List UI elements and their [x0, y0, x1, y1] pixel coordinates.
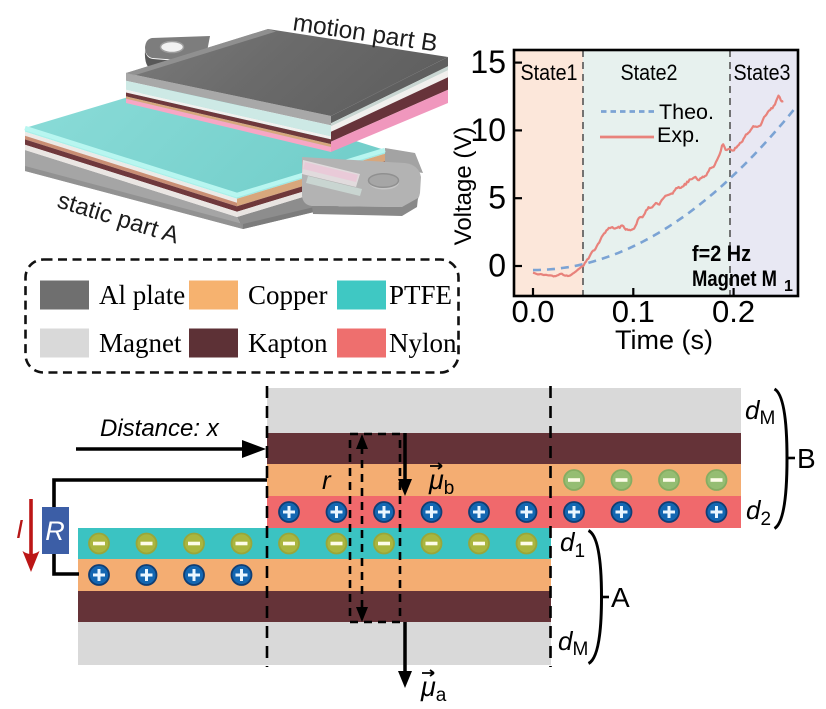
svg-text:1: 1 — [784, 278, 793, 295]
svg-text:d2: d2 — [746, 495, 771, 530]
svg-text:State3: State3 — [734, 60, 791, 85]
svg-text:dM: dM — [745, 395, 775, 429]
svg-text:dM: dM — [558, 626, 588, 660]
svg-text:B: B — [797, 443, 816, 474]
svg-text:Theo.: Theo. — [659, 100, 714, 124]
svg-text:5: 5 — [488, 180, 506, 216]
svg-text:State2: State2 — [621, 60, 678, 85]
svg-text:Exp.: Exp. — [657, 123, 700, 147]
svg-text:0.2: 0.2 — [712, 294, 755, 329]
svg-text:State1: State1 — [521, 60, 578, 85]
svg-text:0.1: 0.1 — [612, 294, 655, 329]
svg-text:PTFE: PTFE — [389, 280, 452, 310]
svg-text:Al plate: Al plate — [99, 280, 185, 310]
svg-text:Distance: x: Distance: x — [100, 415, 220, 442]
svg-text:0.0: 0.0 — [511, 294, 554, 329]
svg-text:0: 0 — [488, 248, 506, 284]
svg-text:Magnet M: Magnet M — [692, 266, 777, 291]
svg-text:15: 15 — [470, 44, 506, 80]
svg-text:μa: μa — [420, 672, 447, 706]
svg-text:R: R — [45, 516, 65, 546]
svg-text:I: I — [16, 514, 23, 544]
svg-text:d1: d1 — [560, 527, 585, 562]
svg-text:Copper: Copper — [248, 280, 327, 310]
svg-text:Time (s): Time (s) — [615, 325, 713, 355]
svg-text:Magnet: Magnet — [99, 328, 182, 358]
svg-text:A: A — [611, 582, 630, 613]
svg-text:r: r — [322, 465, 332, 495]
svg-text:f=2 Hz: f=2 Hz — [692, 241, 751, 266]
svg-text:Nylon: Nylon — [389, 328, 457, 358]
svg-text:10: 10 — [470, 112, 506, 148]
svg-text:μb: μb — [428, 465, 454, 499]
svg-text:Voltage (V): Voltage (V) — [450, 127, 477, 246]
svg-text:Kapton: Kapton — [248, 328, 328, 358]
